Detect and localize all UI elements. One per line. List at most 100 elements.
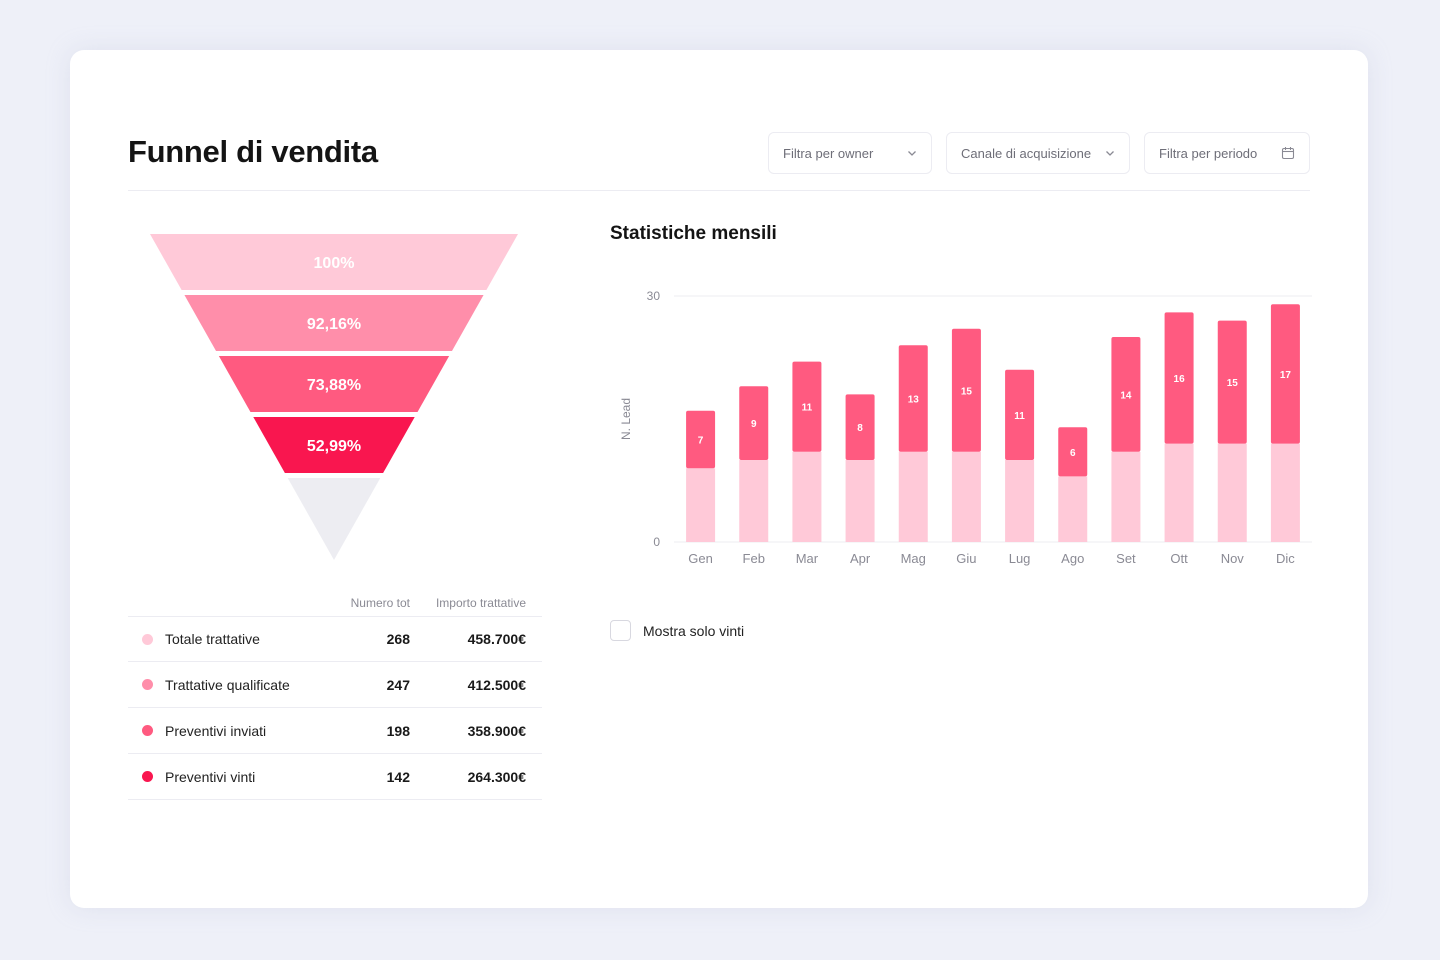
period-filter-dropdown[interactable]: Filtra per periodo xyxy=(1144,132,1310,174)
owner-filter-dropdown[interactable]: Filtra per owner xyxy=(768,132,932,174)
monthly-bar-chart: 0 30 N. Lead 7 Gen 9 Feb 11 Mar 8 Apr 13 Mag 15 Giu 11 L… xyxy=(610,280,1316,580)
row-amount: 458.700€ xyxy=(467,631,526,647)
row-amount: 412.500€ xyxy=(467,676,526,693)
calendar-icon xyxy=(1281,147,1295,160)
x-tick-label: Nov xyxy=(1221,551,1245,566)
funnel-svg: 100% 92,16% 73,88% 52,99% xyxy=(150,234,518,560)
funnel-level xyxy=(150,234,518,290)
funnel-level-label: 100% xyxy=(314,255,355,272)
bar-segment xyxy=(1111,337,1141,452)
bar-value-label: 17 xyxy=(1280,370,1292,381)
bar-segment xyxy=(951,451,981,542)
show-won-only-checkbox[interactable] xyxy=(610,620,631,641)
bar-value-label: 13 xyxy=(908,395,920,406)
bar-segment xyxy=(1217,443,1247,542)
legend-dot xyxy=(142,679,153,690)
page-title: Funnel di vendita xyxy=(128,134,378,169)
row-name: Preventivi inviati xyxy=(165,722,267,739)
bar-segment xyxy=(1270,304,1300,444)
chevron-down-icon xyxy=(1106,151,1114,156)
funnel-card: Funnel di vendita Filtra per owner Canal… xyxy=(70,50,1368,908)
table-row: Preventivi inviati 198 358.900€ xyxy=(128,708,542,754)
bar-value-label: 11 xyxy=(1014,411,1025,422)
bar-segment xyxy=(898,451,928,542)
funnel-level xyxy=(184,295,484,351)
header-divider xyxy=(128,190,1310,191)
x-tick-label: Giu xyxy=(956,551,976,566)
legend-dot xyxy=(142,771,153,782)
bar-segment xyxy=(686,410,716,469)
bar-segment xyxy=(1005,369,1035,460)
table-body: Totale trattative 268 458.700€ Trattativ… xyxy=(128,616,542,800)
bar-segment xyxy=(1164,312,1194,444)
bar-segment xyxy=(1164,443,1194,542)
x-tick-label: Dic xyxy=(1276,551,1295,566)
bar-value-label: 7 xyxy=(698,436,704,447)
bar-segment xyxy=(898,345,928,452)
channel-filter-dropdown[interactable]: Canale di acquisizione xyxy=(946,132,1130,174)
bar-segment xyxy=(792,361,822,452)
x-tick-label: Mag xyxy=(901,551,926,566)
table-header: Numero tot Importo trattative xyxy=(128,590,542,616)
bar-segment xyxy=(1058,476,1088,542)
show-won-only-label: Mostra solo vinti xyxy=(643,622,745,639)
bar-segment xyxy=(1058,427,1088,477)
chevron-down-icon xyxy=(908,151,916,156)
bar-segment xyxy=(1217,320,1247,444)
row-name: Totale trattative xyxy=(165,631,260,647)
bar-segment xyxy=(1111,451,1141,542)
funnel-level-label: 73,88% xyxy=(307,377,361,394)
row-name: Trattative qualificate xyxy=(165,676,290,693)
legend-dot xyxy=(142,725,153,736)
x-tick-label: Ago xyxy=(1061,551,1084,566)
bar-value-label: 9 xyxy=(751,419,757,430)
funnel-level xyxy=(218,356,450,412)
bar-segment xyxy=(1005,460,1035,542)
count-column-header: Numero tot xyxy=(350,596,410,610)
bar-segment xyxy=(951,328,981,452)
owner-filter-label: Filtra per owner xyxy=(783,145,874,161)
period-filter-label: Filtra per periodo xyxy=(1159,145,1258,161)
channel-filter-label: Canale di acquisizione xyxy=(961,145,1092,161)
funnel-remainder xyxy=(287,478,381,560)
row-count: 268 xyxy=(386,631,410,647)
y-axis-label: N. Lead xyxy=(619,398,633,440)
y-tick-label: 30 xyxy=(647,289,661,303)
bar-segment xyxy=(792,451,822,542)
row-name: Preventivi vinti xyxy=(165,768,256,785)
row-count: 142 xyxy=(386,768,410,785)
row-amount: 358.900€ xyxy=(467,722,526,739)
bar-value-label: 6 xyxy=(1070,448,1076,459)
funnel-level-label: 52,99% xyxy=(307,438,361,455)
table-row: Preventivi vinti 142 264.300€ xyxy=(128,754,542,800)
bar-segment xyxy=(739,386,769,460)
funnel-chart: 100% 92,16% 73,88% 52,99% xyxy=(140,230,540,570)
x-tick-label: Lug xyxy=(1009,551,1031,566)
table-row: Totale trattative 268 458.700€ xyxy=(128,616,542,662)
amount-column-header: Importo trattative xyxy=(435,596,526,610)
bar-value-label: 8 xyxy=(857,423,863,434)
table-row: Trattative qualificate 247 412.500€ xyxy=(128,662,542,708)
bar-segment xyxy=(686,468,716,542)
row-count: 247 xyxy=(386,676,410,693)
x-tick-label: Apr xyxy=(850,551,871,566)
bar-segment xyxy=(845,394,875,460)
funnel-table: Numero tot Importo trattative Totale tra… xyxy=(128,590,542,800)
stats-title: Statistiche mensili xyxy=(610,223,777,244)
bar-chart-svg: 0 30 N. Lead 7 Gen 9 Feb 11 Mar 8 Apr 13 Mag 15 Giu 11 L… xyxy=(619,289,1312,566)
bar-value-label: 15 xyxy=(961,386,973,397)
show-won-only-toggle[interactable]: Mostra solo vinti xyxy=(610,620,744,641)
bar-value-label: 11 xyxy=(802,403,813,414)
funnel-level-label: 92,16% xyxy=(307,316,361,333)
bar-segment xyxy=(1270,443,1300,542)
row-count: 198 xyxy=(386,722,410,739)
x-tick-label: Mar xyxy=(796,551,819,566)
funnel-level xyxy=(253,417,415,473)
legend-dot xyxy=(142,633,153,645)
x-tick-label: Ott xyxy=(1170,551,1188,566)
bar-value-label: 15 xyxy=(1227,378,1239,389)
row-amount: 264.300€ xyxy=(467,768,526,785)
x-tick-label: Set xyxy=(1116,551,1136,566)
x-tick-label: Feb xyxy=(743,551,765,566)
bar-segment xyxy=(739,460,769,542)
